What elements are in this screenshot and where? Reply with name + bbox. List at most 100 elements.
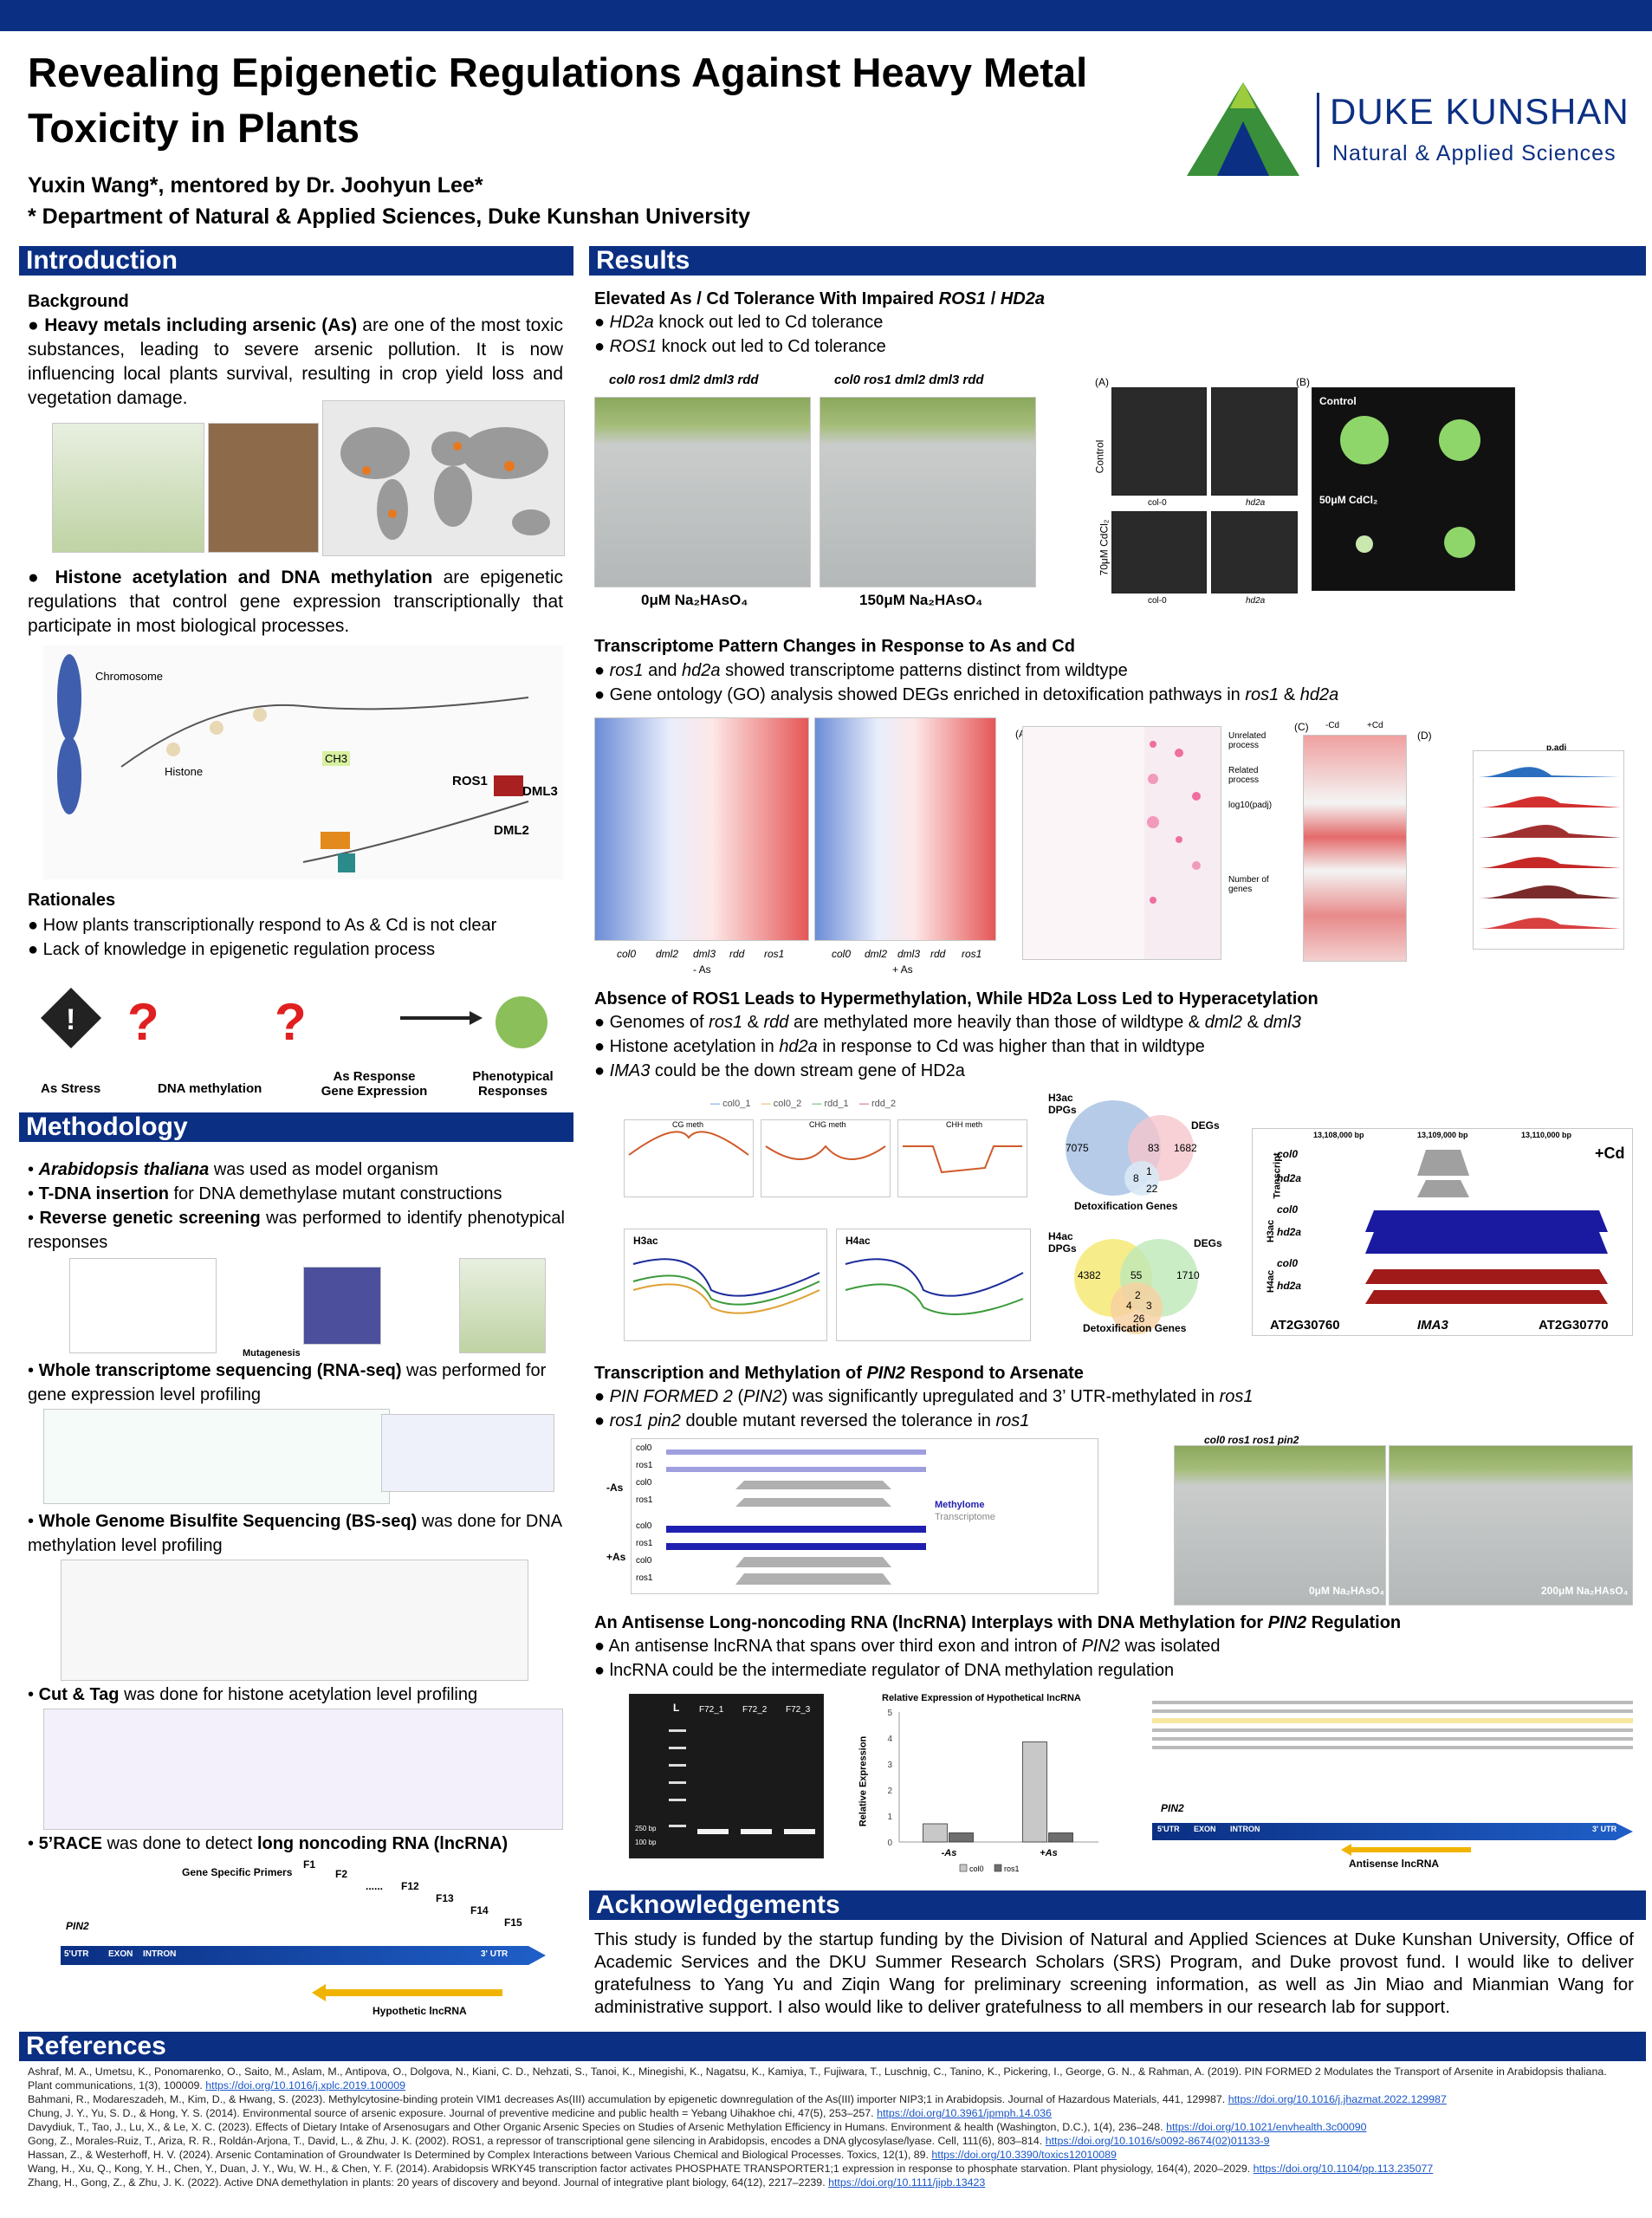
method-bold: Reverse genetic screening bbox=[39, 1209, 261, 1228]
x-tick-label: +As bbox=[1040, 1848, 1058, 1858]
rationales-heading: Rationales bbox=[28, 891, 116, 910]
heat-col-label: col0 bbox=[832, 948, 852, 960]
arabidopsis-plant-image bbox=[459, 1258, 546, 1353]
exon-label: EXON bbox=[108, 1949, 133, 1959]
hd2a-label: hd2a bbox=[1246, 596, 1266, 606]
flow-label-expression: As Response Gene Expression bbox=[321, 1069, 428, 1099]
bullet-italic: ROS1 bbox=[609, 337, 658, 356]
bullet-text: could be the down stream gene of HD2a bbox=[650, 1061, 965, 1080]
legend-item: col0_1 bbox=[722, 1099, 751, 1109]
legend-padj-label: p.adj bbox=[1546, 743, 1567, 753]
authors: Yuxin Wang*, mentored by Dr. Joohyun Lee… bbox=[28, 173, 483, 198]
rationale-flow: ! ? ? As Stress DNA methylation As Respo… bbox=[28, 979, 565, 1100]
pin2-gene-arrow bbox=[1152, 1823, 1633, 1840]
bullet-text: was isolated bbox=[1119, 1637, 1221, 1656]
method-7: • 5’RACE was done to detect long noncodi… bbox=[28, 1834, 509, 1853]
reference-link[interactable]: https://doi.org/10.1021/envhealth.3c0009… bbox=[1166, 2121, 1367, 2133]
legend-label: ros1 bbox=[1004, 1865, 1020, 1873]
reference-link[interactable]: https://doi.org/10.3961/jpmph.14.036 bbox=[877, 2107, 1052, 2119]
method-bold: T-DNA insertion bbox=[38, 1184, 169, 1203]
coord-label: 13,109,000 bp bbox=[1417, 1131, 1468, 1139]
reference-link[interactable]: https://doi.org/10.1104/pp.113.235077 bbox=[1253, 2163, 1434, 2175]
svg-text:!: ! bbox=[66, 1003, 75, 1036]
reference-link[interactable]: https://doi.org/10.3390/toxics12010089 bbox=[931, 2149, 1117, 2161]
heat-col-label: ros1 bbox=[962, 948, 982, 960]
plate2-genotypes: col0 ros1 dml2 dml3 rdd bbox=[834, 373, 984, 387]
reference-item: Chung, J. Y., Yu, S. D., & Hong, Y. S. (… bbox=[28, 2106, 1630, 2120]
minus-as-label: - As bbox=[693, 963, 711, 976]
track-label: ros1 bbox=[636, 1539, 653, 1548]
references-header: References bbox=[19, 2032, 1646, 2061]
map-shapes bbox=[340, 427, 550, 540]
reference-item: Hassan, Z., & Westerhoff, H. V. (2024). … bbox=[28, 2148, 1630, 2162]
venn-label: DEGs bbox=[1194, 1237, 1222, 1249]
venn-label: Detoxification Genes bbox=[1074, 1200, 1178, 1212]
y-tick-label: 4 bbox=[887, 1735, 892, 1744]
track-label: ros1 bbox=[636, 1573, 653, 1583]
reference-text: Gong, Z., Morales-Ruiz, T., Ariza, R. R.… bbox=[28, 2135, 1046, 2147]
h4ac-curves bbox=[845, 1258, 1024, 1315]
hd2a-control-seedlings bbox=[1211, 387, 1298, 496]
bullet-italic: dml2 bbox=[1204, 1013, 1243, 1032]
exon-label: EXON bbox=[1194, 1825, 1216, 1833]
method-bold: 5’RACE bbox=[38, 1834, 102, 1853]
reference-text: Zhang, H., Gong, Z., & Zhu, J. K. (2022)… bbox=[28, 2176, 829, 2189]
minus-as-label: -As bbox=[606, 1482, 624, 1494]
bullet-text: showed transcriptome patterns distinct f… bbox=[720, 661, 1128, 680]
bullet-italic: hd2a bbox=[682, 661, 721, 680]
method-text: for DNA demethylase mutant constructions bbox=[168, 1184, 502, 1203]
poster-title: Revealing Epigenetic Regulations Against… bbox=[28, 49, 1088, 151]
method-text: was used as model organism bbox=[209, 1160, 438, 1179]
result4-bullet-1: ● PIN FORMED 2 (PIN2) was significantly … bbox=[594, 1387, 1254, 1406]
cg-curve bbox=[628, 1131, 749, 1156]
venn-label: H3ac DPGs bbox=[1048, 1092, 1077, 1116]
bullet-text: & bbox=[742, 1013, 764, 1032]
track-label: col0 bbox=[636, 1443, 652, 1453]
reference-link[interactable]: https://doi.org/10.1016/j.jhazmat.2022.1… bbox=[1228, 2093, 1447, 2105]
utr3-label: 3' UTR bbox=[1592, 1825, 1617, 1833]
mountain-logo-icon bbox=[1187, 82, 1299, 176]
chart-ylabel: Relative Expression bbox=[858, 1735, 869, 1827]
primer-dots: ...... bbox=[366, 1880, 384, 1892]
heat-col-label: dml2 bbox=[865, 948, 888, 960]
mutagenesis-label: Mutagenesis bbox=[243, 1348, 301, 1359]
track-label: hd2a bbox=[1277, 1172, 1302, 1184]
venn-count: 55 bbox=[1130, 1269, 1143, 1281]
method-bold: long noncoding RNA (lncRNA) bbox=[256, 1834, 509, 1853]
h3ac-curves bbox=[632, 1258, 820, 1314]
venn-count: 1682 bbox=[1174, 1142, 1197, 1154]
top-banner bbox=[0, 0, 1652, 31]
rosette-cd-label: 50μM CdCl₂ bbox=[1319, 494, 1378, 506]
panel-b-label: (B) bbox=[1296, 376, 1310, 388]
method-2: • T-DNA insertion for DNA demethylase mu… bbox=[28, 1184, 502, 1203]
legend-related: Related process bbox=[1228, 766, 1260, 785]
ros1-label: ROS1 bbox=[452, 774, 488, 788]
plus-cd-label: +Cd bbox=[1367, 721, 1383, 730]
plot-title: H3ac bbox=[633, 1235, 658, 1247]
track-label: ros1 bbox=[636, 1461, 653, 1470]
result4-heading: Transcription and Methylation of PIN2 Re… bbox=[594, 1362, 1084, 1385]
bullet-text: are epigenetic regulations that control … bbox=[28, 567, 563, 636]
rationale-2: ● Lack of knowledge in epigenetic regula… bbox=[28, 940, 436, 959]
flow-label-methylation: DNA methylation bbox=[158, 1081, 262, 1096]
result2-bullet-1: ● ros1 and hd2a showed transcriptome pat… bbox=[594, 661, 1128, 680]
background-bullet-2: ● Histone acetylation and DNA methylatio… bbox=[28, 567, 563, 636]
reference-link[interactable]: https://doi.org/10.1016/j.xplc.2019.1000… bbox=[205, 2079, 406, 2092]
bullet-bold: Histone acetylation and DNA methylation bbox=[55, 567, 433, 587]
heat-col-label: rdd bbox=[930, 948, 946, 960]
bullet-italic: HD2a bbox=[609, 313, 654, 332]
heatmap-minus-as bbox=[594, 717, 809, 941]
result3-bullet-1: ● Genomes of ros1 & rdd are methylated m… bbox=[594, 1013, 1301, 1032]
reference-link[interactable]: https://doi.org/10.1016/s0092-8674(02)01… bbox=[1045, 2135, 1270, 2147]
track-label: col0 bbox=[636, 1478, 652, 1488]
bar-col0 bbox=[1022, 1741, 1047, 1843]
reference-link[interactable]: https://doi.org/10.1111/jipb.13423 bbox=[828, 2176, 986, 2189]
plus-as-label: +As bbox=[606, 1551, 626, 1563]
dku-logo: DUKE KUNSHAN Natural & Applied Sciences bbox=[1178, 74, 1646, 178]
bar-ros1 bbox=[1048, 1832, 1073, 1843]
intron-label: INTRON bbox=[143, 1949, 177, 1959]
venn-count: 8 bbox=[1133, 1172, 1139, 1184]
method-text: was done for histone acetylation level p… bbox=[119, 1685, 478, 1704]
ch3-label: CH3 bbox=[322, 751, 351, 766]
venn-circles bbox=[1066, 1100, 1198, 1334]
